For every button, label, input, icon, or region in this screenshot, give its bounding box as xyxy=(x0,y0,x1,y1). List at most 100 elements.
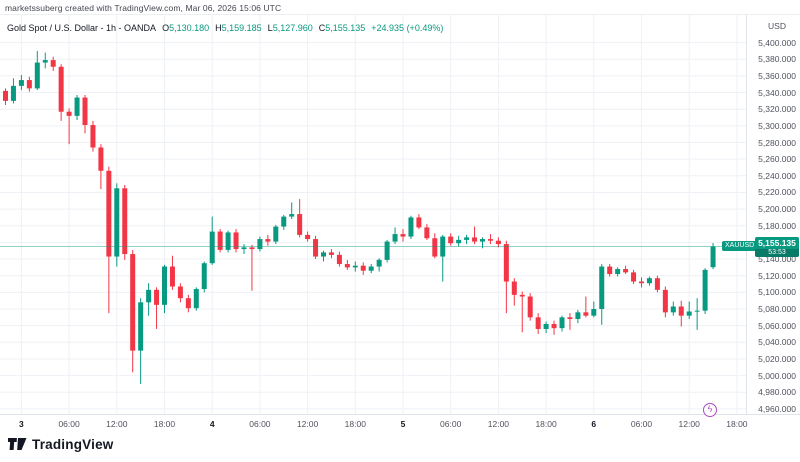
candle xyxy=(646,276,652,286)
candle xyxy=(583,296,589,318)
candle xyxy=(472,226,478,245)
candle xyxy=(591,301,597,318)
ohlc-high-value: 5,159.185 xyxy=(221,23,262,33)
candle xyxy=(440,234,446,282)
candle xyxy=(154,287,160,329)
ohlc-open-label: O xyxy=(162,23,170,33)
candle xyxy=(623,265,629,275)
candle xyxy=(519,291,525,333)
candle xyxy=(18,75,24,91)
candle xyxy=(321,250,326,262)
candle xyxy=(305,231,311,242)
symbol-legend[interactable]: Gold Spot / U.S. Dollar - 1h - OANDA O5,1… xyxy=(7,23,443,33)
candle xyxy=(400,229,406,242)
candle xyxy=(678,300,684,327)
last-price-value: 5,155.135 xyxy=(755,237,799,250)
candle xyxy=(607,264,613,277)
tradingview-logo-icon xyxy=(8,438,27,450)
time-tick-label: 06:00 xyxy=(440,419,462,429)
candle xyxy=(281,214,287,230)
candle xyxy=(575,309,581,324)
candle xyxy=(265,234,271,246)
candle xyxy=(10,78,16,104)
candle xyxy=(42,52,48,69)
time-tick-label: 5 xyxy=(400,419,406,429)
candle xyxy=(662,286,668,318)
candle xyxy=(408,215,414,240)
bar-countdown: 53:53 xyxy=(755,249,799,258)
candle xyxy=(98,144,104,190)
price-tick-label: 5,300.000 xyxy=(758,120,796,131)
candle xyxy=(273,224,279,245)
candle xyxy=(344,259,350,270)
chart-pane[interactable]: Gold Spot / U.S. Dollar - 1h - OANDA O5,1… xyxy=(0,14,800,433)
candle xyxy=(654,275,660,293)
candle xyxy=(543,321,549,334)
candle xyxy=(503,240,509,314)
price-tick-label: 5,180.000 xyxy=(758,220,796,231)
price-tick-label: 4,980.000 xyxy=(758,387,796,398)
footer-branding[interactable]: TradingView xyxy=(8,437,113,452)
candle xyxy=(336,251,342,267)
time-tick-label: 06:00 xyxy=(630,419,653,429)
candle xyxy=(392,227,398,245)
candle xyxy=(209,216,215,265)
candle xyxy=(233,229,239,253)
candle xyxy=(599,264,605,325)
candle xyxy=(82,95,88,134)
candle xyxy=(527,293,533,321)
symbol-price-tag: XAUUSD xyxy=(722,241,758,252)
time-axis[interactable]: 3 06:00 12:00 18:00 4 06:00 12:00 18:00 5 06:00 12… xyxy=(0,414,800,433)
candle xyxy=(424,224,430,240)
time-tick-label: 18:00 xyxy=(153,419,176,429)
candle xyxy=(193,287,199,311)
price-axis[interactable]: USD 5,400.000 5,380.000 5,360.000 5,340.000… xyxy=(746,15,800,414)
symbol-title: Gold Spot / U.S. Dollar - 1h - OANDA xyxy=(7,23,157,33)
candle xyxy=(615,267,621,277)
candle xyxy=(360,262,366,275)
realtime-flash-icon[interactable]: ϟ xyxy=(703,403,717,417)
candle xyxy=(535,313,541,334)
price-tick-label: 5,240.000 xyxy=(758,170,796,181)
candle xyxy=(368,264,374,274)
attribution-text: marketssuberg created with TradingView.c… xyxy=(5,3,282,13)
price-tick-label: 5,100.000 xyxy=(758,287,796,298)
price-tick-label: 5,280.000 xyxy=(758,137,796,148)
candle xyxy=(487,234,493,245)
time-tick-label: 18:00 xyxy=(726,419,748,429)
candle xyxy=(201,261,207,293)
candle xyxy=(352,261,358,272)
candlestick-chart[interactable] xyxy=(0,15,746,414)
ohlc-close-value: 5,155.135 xyxy=(325,23,366,33)
currency-label: USD xyxy=(768,21,786,31)
candle xyxy=(58,64,64,121)
candle xyxy=(66,108,72,145)
candle xyxy=(670,301,676,316)
time-tick-label: 6 xyxy=(591,419,597,429)
candle xyxy=(50,56,56,71)
candle xyxy=(169,255,175,290)
candle xyxy=(495,237,501,248)
candle xyxy=(74,95,80,121)
candle xyxy=(567,313,573,330)
candle xyxy=(177,283,183,303)
price-tick-label: 5,120.000 xyxy=(758,270,796,281)
time-tick-label: 4 xyxy=(209,419,215,429)
candle xyxy=(138,298,144,384)
candle xyxy=(225,230,231,253)
candle xyxy=(217,229,223,253)
ohlc-open-value: 5,130.180 xyxy=(169,23,210,33)
candle xyxy=(130,249,136,373)
candle xyxy=(26,76,32,92)
price-tick-label: 5,340.000 xyxy=(758,87,796,98)
price-tick-label: 5,060.000 xyxy=(758,320,796,331)
price-tick-label: 4,960.000 xyxy=(758,403,796,414)
price-change: +24.935 (+0.49%) xyxy=(371,23,444,33)
candle xyxy=(559,315,565,332)
candle xyxy=(551,320,557,335)
price-tick-label: 5,260.000 xyxy=(758,154,796,165)
time-tick-label: 18:00 xyxy=(344,419,366,429)
ohlc-low-value: 5,127.960 xyxy=(272,23,313,33)
price-tick-label: 5,360.000 xyxy=(758,70,796,81)
tradingview-wordmark: TradingView xyxy=(32,437,114,452)
